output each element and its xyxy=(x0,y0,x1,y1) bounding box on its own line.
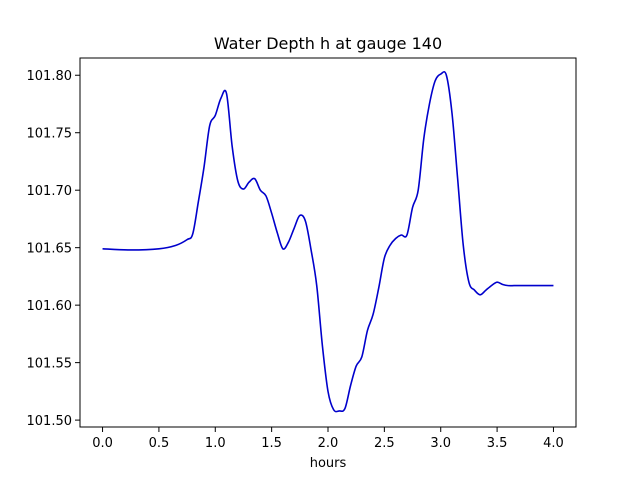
y-tick-label: 101.80 xyxy=(27,69,73,84)
x-tick-label: 4.0 xyxy=(543,436,564,451)
x-tick-label: 1.5 xyxy=(261,436,282,451)
x-tick-label: 3.0 xyxy=(430,436,451,451)
chart-title: Water Depth h at gauge 140 xyxy=(214,34,442,53)
plot-frame xyxy=(79,57,577,428)
y-tick-label: 101.75 xyxy=(27,127,73,142)
x-tick-label: 2.5 xyxy=(374,436,395,451)
y-tick-label: 101.70 xyxy=(27,184,73,199)
y-axis: 101.50 101.55 101.60 101.65 101.70 101.75 101.… xyxy=(27,69,80,429)
x-tick-label: 1.0 xyxy=(205,436,226,451)
x-tick-label: 2.0 xyxy=(318,436,339,451)
y-tick-label: 101.55 xyxy=(27,357,73,372)
y-tick-label: 101.50 xyxy=(27,414,73,429)
y-tick-label: 101.60 xyxy=(27,299,73,314)
x-axis-label: hours xyxy=(310,456,347,471)
x-tick-label: 0.5 xyxy=(149,436,170,451)
series-line xyxy=(102,70,554,413)
x-tick-label: 3.5 xyxy=(487,436,508,451)
plot-area xyxy=(102,70,554,413)
y-tick-label: 101.65 xyxy=(27,242,73,257)
x-tick-label: 0.0 xyxy=(92,436,113,451)
x-axis: 0.0 0.5 1.0 1.5 2.0 2.5 3.0 3.5 4.0 xyxy=(92,427,564,451)
